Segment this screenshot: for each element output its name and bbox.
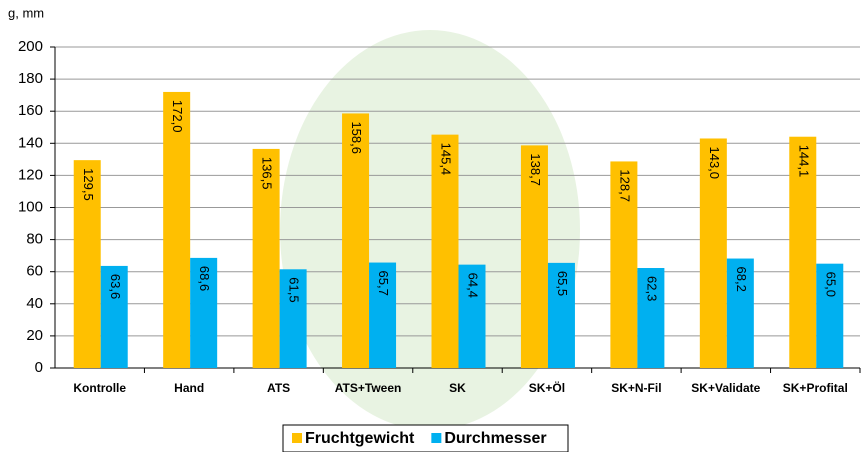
value-label: 143,0 xyxy=(707,146,722,179)
x-tick-label: SK+Profital xyxy=(783,381,848,395)
y-tick-label: 60 xyxy=(26,263,43,280)
x-tick-label: SK+Öl xyxy=(529,380,565,395)
y-tick-label: 80 xyxy=(26,231,43,248)
value-label: 158,6 xyxy=(349,121,364,154)
value-label: 65,5 xyxy=(555,271,570,296)
value-label: 128,7 xyxy=(617,169,632,202)
value-label: 62,3 xyxy=(644,276,659,301)
x-tick-label: ATS xyxy=(267,381,290,395)
value-label: 65,0 xyxy=(823,272,838,297)
y-tick-label: 140 xyxy=(18,134,43,151)
x-tick-label: SK+Validate xyxy=(691,381,760,395)
y-tick-label: 200 xyxy=(18,38,43,55)
y-tick-label: 20 xyxy=(26,327,43,344)
y-tick-label: 180 xyxy=(18,70,43,87)
value-label: 63,6 xyxy=(108,274,123,299)
legend-label: Fruchtgewicht xyxy=(305,430,415,447)
y-tick-label: 100 xyxy=(18,198,43,215)
bar xyxy=(163,92,190,368)
x-tick-label: ATS+Tween xyxy=(335,381,402,395)
chart: g, mm 0 20 40 60 80 100 120 140 160 180 200 Kontrol… xyxy=(0,0,864,452)
value-label: 145,4 xyxy=(439,143,454,176)
legend-label: Durchmesser xyxy=(444,430,546,447)
value-label: 136,5 xyxy=(260,157,275,190)
legend-swatch xyxy=(431,433,441,443)
x-tick-label: Hand xyxy=(174,381,204,395)
value-label: 138,7 xyxy=(528,153,543,186)
value-label: 129,5 xyxy=(81,168,96,201)
x-tick-label: SK xyxy=(449,381,466,395)
value-label: 68,2 xyxy=(734,267,749,292)
y-tick-label: 0 xyxy=(35,359,43,376)
value-label: 68,6 xyxy=(197,266,212,291)
y-axis-label: g, mm xyxy=(8,5,44,20)
y-tick-label: 40 xyxy=(26,295,43,312)
y-tick-label: 120 xyxy=(18,166,43,183)
value-label: 172,0 xyxy=(170,100,185,133)
value-label: 64,4 xyxy=(466,273,481,298)
value-label: 144,1 xyxy=(796,145,811,178)
x-tick-label: Kontrolle xyxy=(73,381,126,395)
legend-swatch xyxy=(292,433,302,443)
value-label: 61,5 xyxy=(287,277,302,302)
y-tick-label: 160 xyxy=(18,102,43,119)
value-label: 65,7 xyxy=(376,271,391,296)
x-tick-label: SK+N-Fil xyxy=(611,381,661,395)
